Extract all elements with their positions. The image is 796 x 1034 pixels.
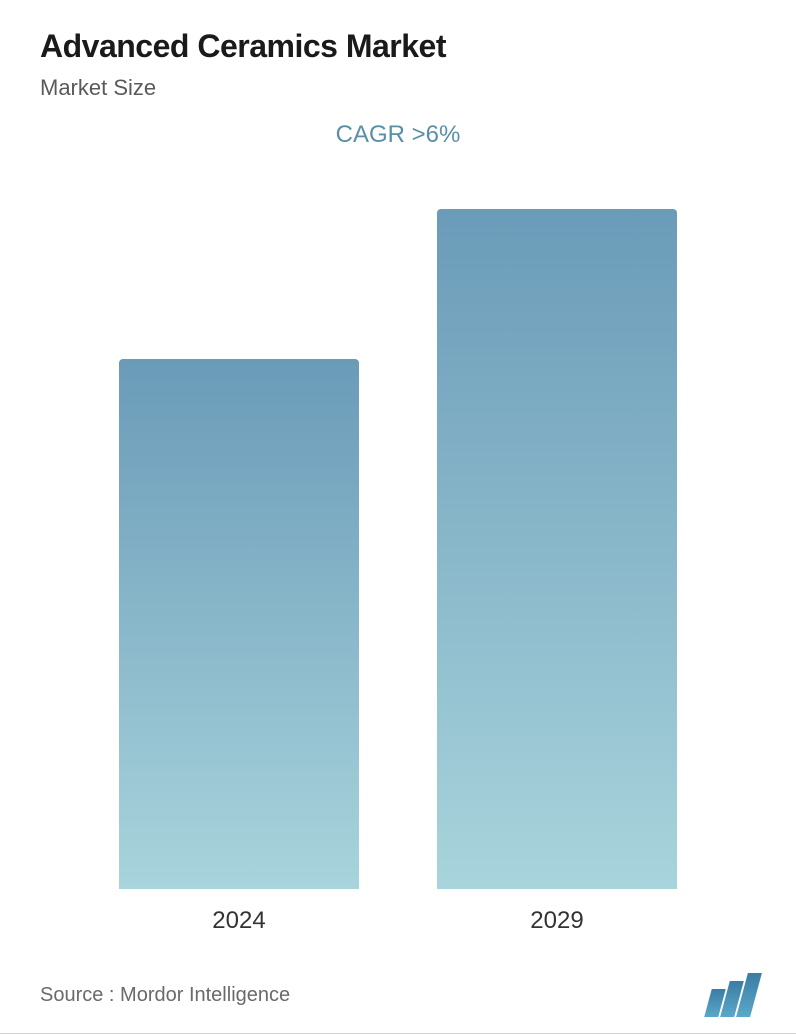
bar-group-1: 2029: [437, 209, 677, 935]
chart-container: Advanced Ceramics Market Market Size CAG…: [0, 0, 796, 1034]
bar-label-1: 2029: [530, 907, 583, 935]
bar-group-0: 2024: [119, 359, 359, 935]
bar-2024: [119, 359, 359, 889]
mordor-logo-icon: [708, 973, 756, 1017]
chart-title: Advanced Ceramics Market: [40, 28, 756, 65]
cagr-value: >6%: [412, 121, 461, 148]
chart-subtitle: Market Size: [40, 75, 756, 101]
chart-area: 2024 2029: [40, 209, 756, 935]
footer: Source : Mordor Intelligence: [40, 955, 756, 1017]
bar-label-0: 2024: [212, 907, 265, 935]
cagr-prefix: CAGR: [336, 121, 412, 148]
bar-2029: [437, 209, 677, 889]
source-text: Source : Mordor Intelligence: [40, 984, 290, 1007]
cagr-label: CAGR >6%: [40, 121, 756, 149]
